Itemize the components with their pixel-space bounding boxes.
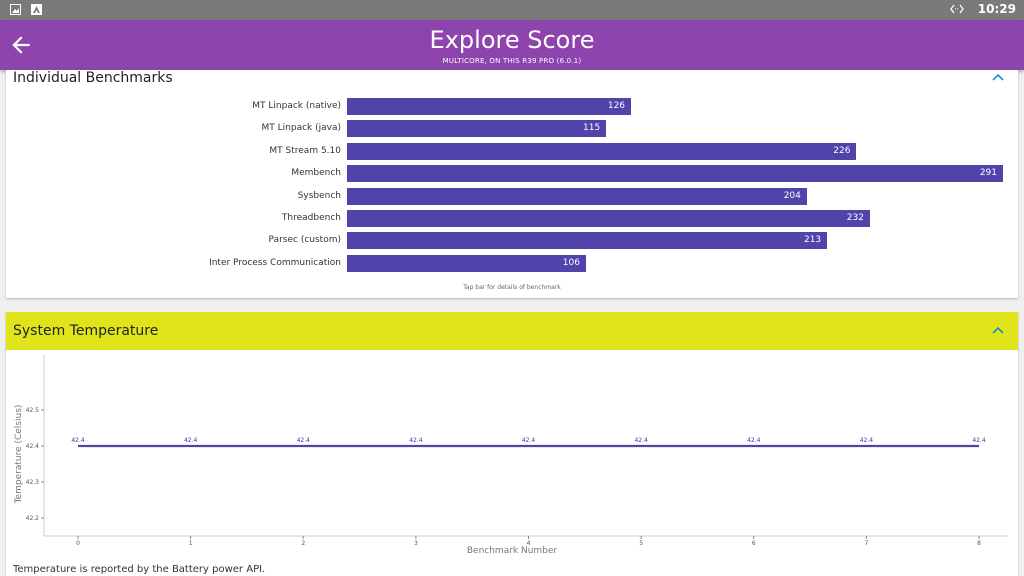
temperature-card: System Temperature 42.5 42.4 42.3 42.2 0 1 2 3 4…: [6, 312, 1018, 576]
benchmark-value: 232: [846, 213, 864, 223]
temperature-line-chart: 42.5 42.4 42.3 42.2 0 1 2 3 4 5 6 7 8 42.4 42.4 42.4 42.…: [14, 355, 1008, 556]
benchmark-label: Inter Process Communication: [209, 257, 341, 268]
y-tick-label: 42.5: [26, 407, 40, 414]
chevron-up-icon[interactable]: [992, 72, 1004, 82]
benchmark-bar[interactable]: 204: [347, 187, 807, 205]
y-axis-label: Temperature (Celsius): [14, 405, 24, 505]
x-tick-label: 5: [639, 540, 643, 547]
data-point-label: 42.4: [860, 437, 874, 444]
benchmark-bar[interactable]: 232: [347, 210, 870, 227]
y-tick-label: 42.4: [26, 443, 40, 450]
code-arrows-icon: [949, 4, 964, 14]
benchmark-bar[interactable]: 226: [347, 142, 857, 160]
benchmark-row[interactable]: Inter Process Communication 106: [6, 254, 1018, 273]
data-point-label: 42.4: [184, 437, 198, 444]
benchmark-label: MT Stream 5.10: [269, 145, 341, 156]
x-tick-label: 4: [527, 540, 531, 547]
data-point-label: 42.4: [634, 437, 648, 444]
benchmark-label: Threadbench: [281, 213, 341, 223]
page-subtitle: MULTICORE, ON THIS R39 PRO (6.0.1): [442, 57, 582, 65]
data-point-label: 42.4: [972, 437, 986, 444]
benchmark-bar[interactable]: 213: [347, 232, 828, 250]
benchmark-label: MT Linpack (java): [261, 123, 341, 134]
benchmark-label: MT Linpack (native): [252, 101, 341, 111]
y-tick-label: 42.2: [26, 515, 40, 522]
benchmark-label: Membench: [291, 168, 341, 179]
data-point-label: 42.4: [297, 437, 311, 444]
benchmark-label: Sysbench: [297, 190, 341, 201]
benchmark-value: 291: [979, 168, 997, 179]
data-point-label: 42.4: [747, 437, 761, 444]
data-point-label: 42.4: [522, 437, 536, 444]
benchmarks-title: Individual Benchmarks: [13, 70, 173, 86]
benchmark-row[interactable]: Membench 291: [6, 165, 1018, 183]
benchmark-bar[interactable]: 106: [347, 254, 586, 272]
x-tick-label: 0: [76, 540, 80, 547]
benchmark-bar[interactable]: 126: [347, 98, 632, 115]
benchmark-value: 115: [583, 123, 601, 134]
benchmark-row[interactable]: MT Stream 5.10 226: [6, 142, 1018, 161]
arrow-left-icon[interactable]: [8, 32, 34, 58]
benchmark-row[interactable]: Threadbench 232: [6, 210, 1018, 228]
status-bar: 10:29: [0, 0, 1024, 20]
benchmarks-card: Individual Benchmarks MT Linpack (native…: [6, 70, 1018, 298]
benchmark-row[interactable]: MT Linpack (native) 126: [6, 98, 1018, 116]
x-tick-label: 6: [752, 540, 756, 547]
benchmark-bar[interactable]: 291: [347, 165, 1003, 183]
chevron-up-icon[interactable]: [992, 325, 1004, 335]
benchmark-row[interactable]: MT Linpack (java) 115: [6, 120, 1018, 138]
x-axis-label: Benchmark Number: [467, 546, 558, 556]
app-bar: Explore Score MULTICORE, ON THIS R39 PRO…: [0, 20, 1024, 70]
image-icon: [10, 4, 21, 15]
temperature-title: System Temperature: [13, 323, 159, 339]
x-tick-label: 3: [414, 540, 418, 547]
x-tick-label: 2: [301, 540, 305, 547]
tap-hint: Tap bar for details of benchmark: [463, 284, 561, 291]
benchmark-bar[interactable]: 115: [347, 120, 607, 138]
benchmark-value: 204: [783, 190, 801, 201]
x-tick-label: 8: [977, 540, 981, 547]
temperature-footnote: Temperature is reported by the Battery p…: [13, 564, 266, 575]
x-tick-label: 1: [189, 540, 193, 547]
benchmark-label: Parsec (custom): [268, 235, 341, 246]
data-point-label: 42.4: [71, 437, 85, 444]
y-tick-label: 42.3: [26, 479, 40, 486]
page-title: Explore Score: [429, 26, 595, 54]
temperature-header[interactable]: System Temperature: [6, 312, 1018, 350]
x-tick-label: 7: [864, 540, 868, 547]
app-a-icon: [31, 4, 42, 15]
benchmark-row[interactable]: Parsec (custom) 213: [6, 232, 1018, 250]
benchmark-value: 126: [607, 101, 626, 111]
data-point-label: 42.4: [409, 437, 423, 444]
clock: 10:29: [977, 2, 1016, 16]
benchmark-value: 226: [833, 145, 851, 156]
benchmark-row[interactable]: Sysbench 204: [6, 187, 1018, 206]
benchmark-value: 106: [562, 257, 580, 268]
benchmark-value: 213: [803, 235, 822, 246]
